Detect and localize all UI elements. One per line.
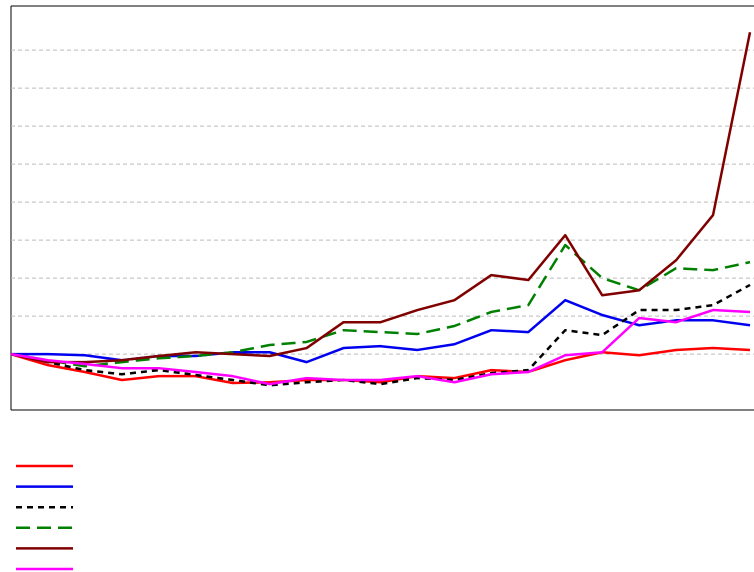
- series-line: [10, 243, 751, 368]
- series-line: [10, 346, 751, 385]
- series-line: [10, 31, 752, 364]
- series-line: [11, 298, 751, 364]
- series-line: [10, 283, 751, 387]
- series-line: [10, 308, 751, 386]
